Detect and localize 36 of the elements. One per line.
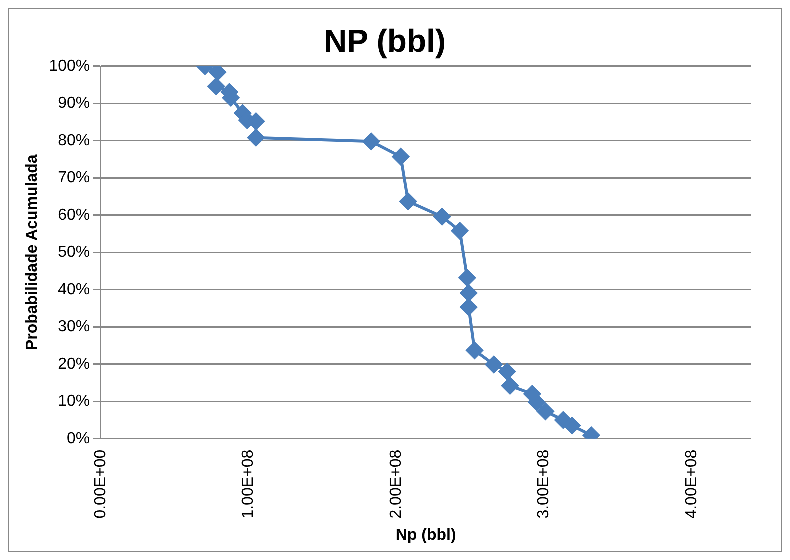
x-tick-label: 4.00E+08 bbox=[683, 450, 700, 519]
point bbox=[392, 148, 410, 166]
x-axis-title: Np (bbl) bbox=[396, 526, 456, 544]
point bbox=[460, 284, 478, 302]
point bbox=[502, 377, 519, 394]
point bbox=[466, 342, 484, 360]
y-tick-label: 80% bbox=[58, 132, 90, 150]
point bbox=[362, 133, 380, 150]
y-tick-label: 20% bbox=[58, 356, 90, 373]
x-tick-label: 1.00E+08 bbox=[240, 450, 258, 519]
y-tick-label: 0% bbox=[66, 430, 90, 448]
point bbox=[460, 298, 478, 316]
point bbox=[486, 356, 503, 374]
x-tick-label: 3.00E+08 bbox=[536, 450, 553, 519]
x-tick-label: 0.00E+00 bbox=[92, 450, 110, 519]
y-tick-label: 100% bbox=[49, 58, 90, 75]
point bbox=[248, 129, 265, 146]
point bbox=[208, 78, 225, 96]
y-axis-title: Probabilidade Acumulada bbox=[24, 154, 42, 351]
point bbox=[400, 193, 417, 210]
y-tick-label: 90% bbox=[58, 95, 90, 112]
point bbox=[537, 403, 554, 420]
point bbox=[452, 222, 469, 240]
y-tick-label: 30% bbox=[58, 318, 90, 336]
point bbox=[564, 417, 581, 434]
point bbox=[434, 208, 451, 226]
y-tick-label: 40% bbox=[58, 281, 90, 298]
point bbox=[209, 66, 226, 81]
point bbox=[498, 363, 516, 380]
y-tick-label: 10% bbox=[58, 393, 90, 410]
chart-title: NP (bbl) bbox=[324, 23, 446, 60]
x-tick-label: 2.00E+08 bbox=[388, 450, 405, 519]
y-tick-label: 70% bbox=[58, 170, 90, 187]
point bbox=[458, 269, 476, 286]
y-tick-label: 60% bbox=[58, 206, 90, 224]
y-tick-label: 50% bbox=[58, 244, 90, 262]
